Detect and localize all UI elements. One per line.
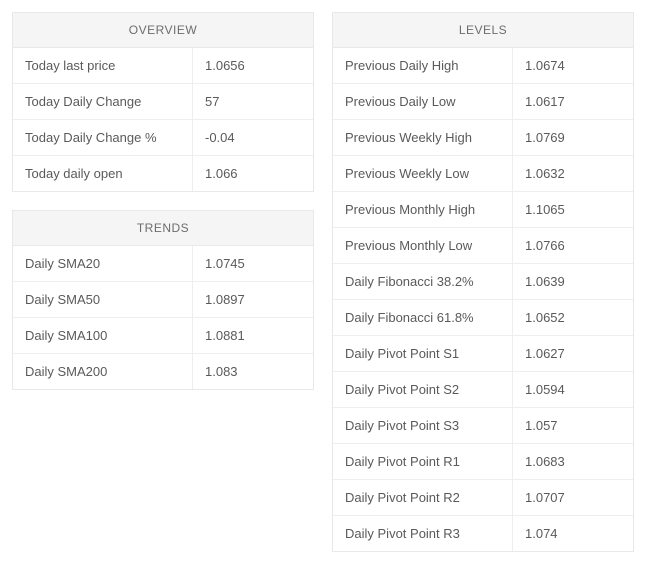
levels-panel: LEVELS Previous Daily High 1.0674 Previo… [332, 12, 634, 552]
levels-label: Daily Fibonacci 61.8% [333, 300, 513, 335]
levels-value: 1.057 [513, 408, 633, 443]
levels-value: 1.074 [513, 516, 633, 551]
trends-value: 1.0881 [193, 318, 313, 353]
table-row: Daily Fibonacci 38.2% 1.0639 [333, 264, 633, 300]
trends-body: Daily SMA20 1.0745 Daily SMA50 1.0897 Da… [13, 246, 313, 389]
table-row: Daily SMA200 1.083 [13, 354, 313, 389]
levels-value: 1.0632 [513, 156, 633, 191]
levels-value: 1.0652 [513, 300, 633, 335]
table-row: Daily Pivot Point R2 1.0707 [333, 480, 633, 516]
trends-label: Daily SMA50 [13, 282, 193, 317]
levels-value: 1.0707 [513, 480, 633, 515]
levels-body: Previous Daily High 1.0674 Previous Dail… [333, 48, 633, 551]
levels-value: 1.0683 [513, 444, 633, 479]
table-row: Previous Weekly High 1.0769 [333, 120, 633, 156]
levels-label: Daily Pivot Point R2 [333, 480, 513, 515]
table-row: Daily Pivot Point S3 1.057 [333, 408, 633, 444]
table-row: Today last price 1.0656 [13, 48, 313, 84]
table-row: Today Daily Change 57 [13, 84, 313, 120]
levels-label: Daily Pivot Point S2 [333, 372, 513, 407]
levels-label: Previous Daily Low [333, 84, 513, 119]
levels-header: LEVELS [333, 13, 633, 48]
levels-label: Daily Pivot Point R1 [333, 444, 513, 479]
overview-label: Today last price [13, 48, 193, 83]
overview-value: 1.066 [193, 156, 313, 191]
levels-label: Daily Pivot Point S1 [333, 336, 513, 371]
table-row: Previous Daily Low 1.0617 [333, 84, 633, 120]
levels-label: Previous Monthly Low [333, 228, 513, 263]
levels-value: 1.0627 [513, 336, 633, 371]
levels-value: 1.0639 [513, 264, 633, 299]
table-row: Daily SMA100 1.0881 [13, 318, 313, 354]
table-row: Previous Weekly Low 1.0632 [333, 156, 633, 192]
table-row: Previous Monthly High 1.1065 [333, 192, 633, 228]
trends-value: 1.083 [193, 354, 313, 389]
overview-header: OVERVIEW [13, 13, 313, 48]
levels-label: Daily Pivot Point S3 [333, 408, 513, 443]
levels-label: Previous Weekly High [333, 120, 513, 155]
levels-value: 1.0617 [513, 84, 633, 119]
overview-label: Today Daily Change % [13, 120, 193, 155]
tables-container: OVERVIEW Today last price 1.0656 Today D… [12, 12, 637, 552]
table-row: Daily Pivot Point S1 1.0627 [333, 336, 633, 372]
levels-label: Previous Weekly Low [333, 156, 513, 191]
overview-value: 1.0656 [193, 48, 313, 83]
levels-label: Previous Daily High [333, 48, 513, 83]
table-row: Daily Pivot Point S2 1.0594 [333, 372, 633, 408]
levels-value: 1.0766 [513, 228, 633, 263]
trends-value: 1.0745 [193, 246, 313, 281]
trends-label: Daily SMA100 [13, 318, 193, 353]
levels-value: 1.0674 [513, 48, 633, 83]
levels-label: Daily Fibonacci 38.2% [333, 264, 513, 299]
trends-panel: TRENDS Daily SMA20 1.0745 Daily SMA50 1.… [12, 210, 314, 390]
levels-value: 1.0769 [513, 120, 633, 155]
table-row: Today Daily Change % -0.04 [13, 120, 313, 156]
table-row: Daily Pivot Point R3 1.074 [333, 516, 633, 551]
levels-label: Daily Pivot Point R3 [333, 516, 513, 551]
overview-value: 57 [193, 84, 313, 119]
table-row: Daily Pivot Point R1 1.0683 [333, 444, 633, 480]
trends-value: 1.0897 [193, 282, 313, 317]
table-row: Previous Daily High 1.0674 [333, 48, 633, 84]
overview-label: Today daily open [13, 156, 193, 191]
overview-body: Today last price 1.0656 Today Daily Chan… [13, 48, 313, 191]
table-row: Today daily open 1.066 [13, 156, 313, 191]
overview-label: Today Daily Change [13, 84, 193, 119]
table-row: Daily Fibonacci 61.8% 1.0652 [333, 300, 633, 336]
table-row: Daily SMA50 1.0897 [13, 282, 313, 318]
trends-header: TRENDS [13, 211, 313, 246]
trends-label: Daily SMA200 [13, 354, 193, 389]
table-row: Daily SMA20 1.0745 [13, 246, 313, 282]
left-column: OVERVIEW Today last price 1.0656 Today D… [12, 12, 314, 390]
levels-label: Previous Monthly High [333, 192, 513, 227]
table-row: Previous Monthly Low 1.0766 [333, 228, 633, 264]
overview-value: -0.04 [193, 120, 313, 155]
overview-panel: OVERVIEW Today last price 1.0656 Today D… [12, 12, 314, 192]
levels-value: 1.0594 [513, 372, 633, 407]
right-column: LEVELS Previous Daily High 1.0674 Previo… [332, 12, 634, 552]
trends-label: Daily SMA20 [13, 246, 193, 281]
levels-value: 1.1065 [513, 192, 633, 227]
